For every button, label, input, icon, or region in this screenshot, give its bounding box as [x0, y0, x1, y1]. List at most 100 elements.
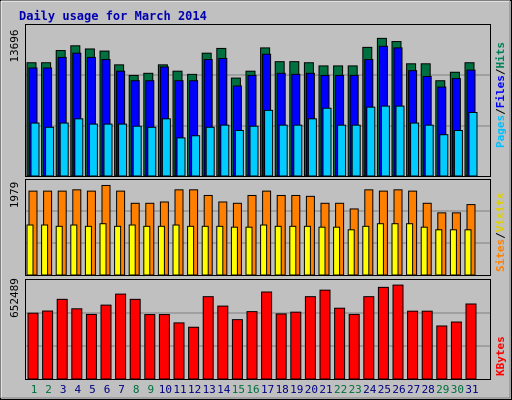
- bar-pages: [88, 123, 98, 177]
- y-max-label-sites: 1979: [8, 182, 21, 209]
- bar-pages: [147, 126, 157, 177]
- bar-kbytes: [217, 305, 229, 380]
- bar-kbytes: [42, 310, 54, 380]
- bar-pages: [293, 124, 303, 177]
- x-tick-label: 11: [173, 383, 186, 396]
- bar-pages: [176, 137, 186, 177]
- bar-visits: [187, 225, 195, 276]
- bar-visits: [318, 226, 326, 276]
- bar-kbytes: [129, 298, 141, 380]
- bar-pages: [337, 124, 347, 177]
- bar-kbytes: [158, 314, 170, 380]
- bar-visits: [260, 224, 268, 276]
- bar-kbytes: [450, 321, 462, 380]
- x-tick-label: 10: [159, 383, 172, 396]
- legend-pages: Pages: [494, 115, 507, 148]
- x-tick-label: 25: [378, 383, 391, 396]
- x-tick-label: 13: [203, 383, 216, 396]
- bar-visits: [420, 226, 428, 276]
- x-tick-label: 14: [217, 383, 231, 396]
- bar-visits: [172, 224, 180, 276]
- bar-pages: [453, 129, 463, 177]
- x-tick-label: 16: [246, 383, 259, 396]
- bar-visits: [362, 225, 370, 276]
- bar-visits: [26, 224, 34, 276]
- bar-kbytes: [304, 296, 316, 380]
- bar-kbytes: [85, 313, 97, 380]
- bar-kbytes: [377, 286, 389, 380]
- bars-sites-visits: [26, 184, 476, 276]
- x-tick-label: 26: [392, 383, 405, 396]
- bar-visits: [376, 223, 384, 276]
- bar-visits: [114, 225, 122, 276]
- legend-mid: Sites/Visits: [494, 193, 507, 273]
- bar-kbytes: [275, 313, 287, 380]
- bar-visits: [333, 226, 341, 276]
- bar-pages: [234, 129, 244, 177]
- bar-kbytes: [334, 307, 346, 380]
- x-tick-label: 12: [188, 383, 201, 396]
- bars-kbytes: [27, 284, 477, 380]
- x-tick-label: 19: [290, 383, 303, 396]
- bar-visits: [406, 223, 414, 276]
- x-tick-label: 2: [45, 383, 52, 396]
- bar-kbytes: [71, 308, 83, 380]
- bar-visits: [55, 225, 63, 276]
- x-tick-label: 5: [89, 383, 96, 396]
- chart-title: Daily usage for March 2014: [19, 9, 207, 23]
- bar-kbytes: [56, 298, 68, 380]
- bar-pages: [118, 123, 128, 177]
- bar-kbytes: [348, 313, 360, 380]
- bar-visits: [303, 225, 311, 276]
- x-tick-label: 15: [232, 383, 245, 396]
- bar-kbytes: [27, 312, 39, 380]
- bar-pages: [322, 107, 332, 177]
- bar-kbytes: [100, 304, 112, 380]
- x-tick-label: 9: [147, 383, 154, 396]
- bar-pages: [366, 106, 376, 177]
- bar-visits: [464, 229, 472, 276]
- bar-kbytes: [188, 326, 200, 380]
- bar-pages: [45, 126, 55, 177]
- x-tick-label: 4: [74, 383, 81, 396]
- bar-pages: [380, 105, 390, 177]
- bar-pages: [468, 111, 478, 177]
- x-tick-label: 30: [451, 383, 464, 396]
- bar-visits: [230, 226, 238, 276]
- bar-kbytes: [407, 310, 419, 380]
- bar-kbytes: [231, 319, 243, 380]
- legend-sites: Sites: [494, 239, 507, 272]
- bar-visits: [157, 225, 165, 276]
- bars-hits-files-pages: [26, 37, 478, 177]
- bar-visits: [435, 229, 443, 276]
- legend-visits: Visits: [494, 193, 507, 233]
- legend-bottom: KBytes: [494, 336, 507, 376]
- x-tick-label: 17: [261, 383, 274, 396]
- x-tick-label: 29: [436, 383, 449, 396]
- bar-pages: [351, 124, 361, 177]
- bar-pages: [220, 124, 230, 177]
- bar-visits: [143, 225, 151, 276]
- legend-kbytes: KBytes: [494, 336, 507, 376]
- bar-kbytes: [290, 311, 302, 380]
- bar-pages: [264, 109, 274, 177]
- bar-pages: [30, 122, 40, 177]
- bar-pages: [205, 126, 215, 177]
- bar-kbytes: [392, 284, 404, 380]
- bar-visits: [289, 225, 297, 276]
- x-tick-label: 28: [422, 383, 435, 396]
- x-tick-label: 21: [319, 383, 332, 396]
- bar-pages: [59, 122, 69, 177]
- bar-kbytes: [115, 293, 127, 380]
- bar-kbytes: [421, 310, 433, 380]
- x-tick-label: 7: [118, 383, 125, 396]
- bar-visits: [216, 225, 224, 276]
- x-tick-label: 3: [60, 383, 67, 396]
- bar-visits: [41, 224, 49, 276]
- y-max-label-hits: 13696: [8, 29, 21, 62]
- legend-files: Files: [494, 75, 507, 108]
- y-max-label-kbytes: 652489: [8, 278, 21, 318]
- bar-visits: [201, 225, 209, 276]
